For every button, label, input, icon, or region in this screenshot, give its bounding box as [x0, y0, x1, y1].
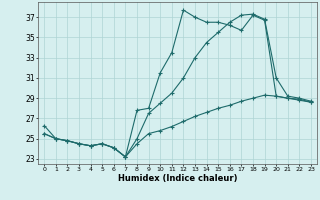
X-axis label: Humidex (Indice chaleur): Humidex (Indice chaleur): [118, 174, 237, 183]
